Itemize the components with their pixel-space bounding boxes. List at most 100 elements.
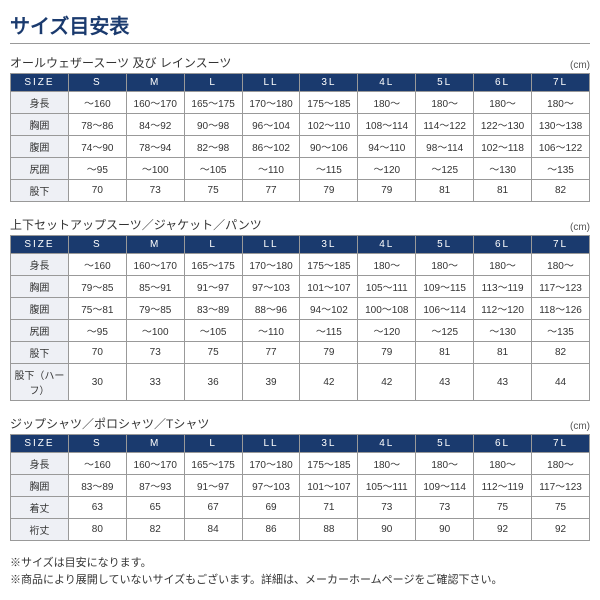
unit-label: (cm) (570, 60, 590, 71)
size-header-cell: 3L (300, 74, 358, 92)
table-row: 身長～160160～170165～175170～180175～185180～18… (11, 254, 590, 276)
size-cell: 106～122 (532, 136, 590, 158)
size-cell: 170～180 (242, 92, 300, 114)
size-cell: ～160 (68, 92, 126, 114)
size-cell: ～120 (358, 158, 416, 180)
size-cell: 112～120 (474, 298, 532, 320)
table-row: 股下707375777979818182 (11, 180, 590, 202)
size-cell: 108～114 (358, 114, 416, 136)
size-cell: 84～92 (126, 114, 184, 136)
row-label: 股下（ハーフ） (11, 364, 69, 401)
size-cell: 43 (416, 364, 474, 401)
size-header-cell: 6L (474, 435, 532, 453)
size-cell: 79 (300, 180, 358, 202)
table-row: 胸囲78～8684～9290～9896～104102～110108～114114… (11, 114, 590, 136)
footnote-line: ※商品により展開していないサイズもございます。詳細は、メーカーホームページをご確… (10, 572, 590, 589)
size-cell: 101～107 (300, 276, 358, 298)
size-cell: 70 (68, 180, 126, 202)
size-cell: ～135 (532, 158, 590, 180)
size-cell: 78～86 (68, 114, 126, 136)
size-cell: 82 (126, 519, 184, 541)
table-row: 胸囲83～8987～9391～9797～103101～107105～111109… (11, 475, 590, 497)
size-cell: 180～ (416, 92, 474, 114)
size-cell: 180～ (474, 254, 532, 276)
size-cell: 75 (184, 180, 242, 202)
size-cell: 92 (474, 519, 532, 541)
size-cell: 75 (474, 497, 532, 519)
table-row: 腹囲74～9078～9482～9886～10290～10694～11098～11… (11, 136, 590, 158)
table-row: 着丈636567697173737575 (11, 497, 590, 519)
size-cell: 170～180 (242, 453, 300, 475)
size-cell: 102～118 (474, 136, 532, 158)
page-title: サイズ目安表 (10, 10, 590, 44)
footnotes: ※サイズは目安になります。※商品により展開していないサイズもございます。詳細は、… (10, 555, 590, 588)
size-cell: ～130 (474, 158, 532, 180)
row-label: 裄丈 (11, 519, 69, 541)
unit-label: (cm) (570, 421, 590, 432)
row-label: 胸囲 (11, 114, 69, 136)
size-header-cell: 7L (532, 236, 590, 254)
size-cell: 91～97 (184, 276, 242, 298)
size-cell: 84 (184, 519, 242, 541)
size-cell: 81 (474, 342, 532, 364)
size-cell: ～105 (184, 320, 242, 342)
table-row: 股下（ハーフ）303336394242434344 (11, 364, 590, 401)
table-row: 胸囲79～8585～9191～9797～103101～107105～111109… (11, 276, 590, 298)
size-cell: 118～126 (532, 298, 590, 320)
section-title: 上下セットアップスーツ／ジャケット／パンツ (10, 216, 262, 233)
size-cell: 165～175 (184, 453, 242, 475)
section-title: オールウェザースーツ 及び レインスーツ (10, 54, 231, 71)
size-cell: 44 (532, 364, 590, 401)
size-cell: 73 (358, 497, 416, 519)
size-cell: 79～85 (68, 276, 126, 298)
row-label: 着丈 (11, 497, 69, 519)
size-cell: 100～108 (358, 298, 416, 320)
size-cell: 117～123 (532, 276, 590, 298)
size-header-cell: 3L (300, 435, 358, 453)
size-header-cell: 5L (416, 435, 474, 453)
size-header-cell: SIZE (11, 74, 69, 92)
size-cell: 109～114 (416, 475, 474, 497)
size-header-cell: 4L (358, 435, 416, 453)
size-header-cell: M (126, 435, 184, 453)
size-cell: ～115 (300, 320, 358, 342)
size-header-cell: 6L (474, 236, 532, 254)
size-cell: 97～103 (242, 475, 300, 497)
size-cell: 160～170 (126, 254, 184, 276)
size-cell: 83～89 (68, 475, 126, 497)
size-section: オールウェザースーツ 及び レインスーツ(cm)SIZESMLLL3L4L5L6… (10, 54, 590, 202)
size-header-cell: 7L (532, 74, 590, 92)
row-label: 尻囲 (11, 320, 69, 342)
size-cell: 71 (300, 497, 358, 519)
size-cell: ～160 (68, 453, 126, 475)
size-cell: 175～185 (300, 453, 358, 475)
size-cell: 78～94 (126, 136, 184, 158)
size-cell: 90 (416, 519, 474, 541)
size-cell: 81 (474, 180, 532, 202)
size-header-cell: 5L (416, 236, 474, 254)
size-cell: ～110 (242, 320, 300, 342)
size-cell: ～135 (532, 320, 590, 342)
size-cell: ～125 (416, 158, 474, 180)
size-cell: 30 (68, 364, 126, 401)
row-label: 腹囲 (11, 136, 69, 158)
size-header-cell: LL (242, 236, 300, 254)
size-header-cell: 5L (416, 74, 474, 92)
size-header-cell: LL (242, 74, 300, 92)
size-cell: 170～180 (242, 254, 300, 276)
row-label: 身長 (11, 92, 69, 114)
size-cell: 90～98 (184, 114, 242, 136)
size-cell: 97～103 (242, 276, 300, 298)
size-table: SIZESMLLL3L4L5L6L7L身長～160160～170165～1751… (10, 235, 590, 401)
size-cell: 81 (416, 180, 474, 202)
size-header-cell: 6L (474, 74, 532, 92)
size-cell: 96～104 (242, 114, 300, 136)
row-label: 身長 (11, 453, 69, 475)
size-header-cell: SIZE (11, 236, 69, 254)
size-header-cell: S (68, 435, 126, 453)
size-cell: 91～97 (184, 475, 242, 497)
size-header-cell: S (68, 74, 126, 92)
size-cell: 112～119 (474, 475, 532, 497)
row-label: 尻囲 (11, 158, 69, 180)
size-cell: 80 (68, 519, 126, 541)
